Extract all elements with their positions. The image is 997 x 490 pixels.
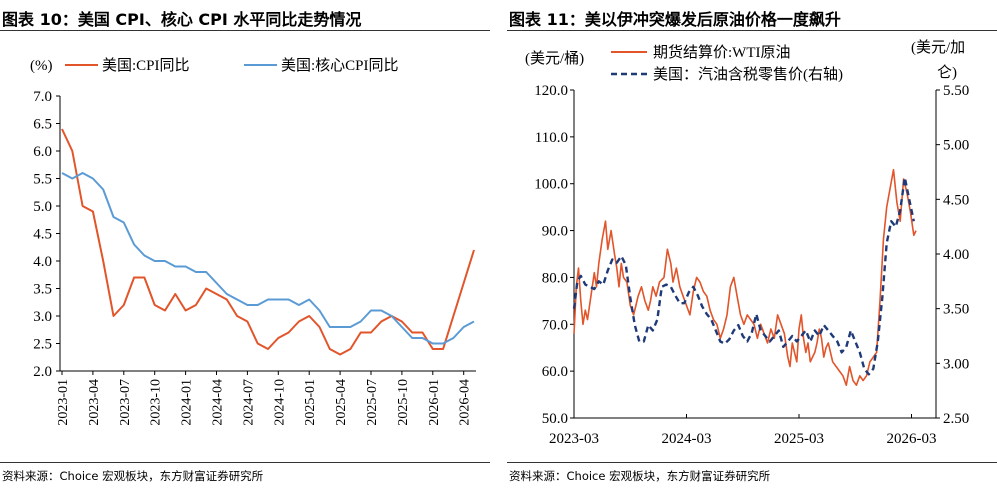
y-tick-label: 3.5	[33, 282, 52, 298]
x-tick-label: 2025-04	[334, 379, 349, 426]
y-tick-label: 5.0	[33, 199, 52, 215]
y2-tick-label: 2.50	[943, 411, 969, 427]
x-tick-label: 2024-01	[180, 379, 195, 426]
unit-label: (%)	[30, 58, 53, 74]
y-tick-label: 100.0	[534, 177, 568, 193]
series-line	[61, 128, 475, 356]
series-line	[572, 176, 915, 376]
y2-tick-label: 5.00	[943, 138, 969, 154]
x-tick-label: 2023-01	[56, 379, 71, 426]
x-tick-label: 2024-03	[662, 431, 712, 447]
y-tick-label: 4.5	[33, 227, 52, 243]
series-line	[61, 172, 475, 345]
title-rule	[0, 30, 490, 31]
oil-chart-panel: 图表 11：美以伊冲突爆发后原油价格一度飙升 (美元/桶) (美元/加仑) 期货结算…	[507, 0, 997, 490]
left-unit-label: (美元/桶)	[525, 50, 584, 67]
x-tick-label: 2025-03	[774, 431, 824, 447]
y-tick-label: 90.0	[542, 224, 568, 240]
legend-label: 美国:CPI同比	[102, 57, 190, 74]
right-unit-label: (美元/加	[911, 39, 965, 56]
x-tick-label: 2023-07	[118, 379, 133, 426]
y-tick-label: 3.0	[33, 309, 52, 325]
y-tick-label: 5.5	[33, 172, 52, 188]
x-tick-label: 2026-01	[427, 379, 442, 426]
y-tick-label: 2.5	[33, 337, 52, 353]
source-rule	[0, 462, 490, 463]
x-tick-label: 2023-10	[149, 379, 164, 426]
x-tick-label: 2025-07	[365, 379, 380, 426]
y2-tick-label: 3.00	[943, 356, 969, 372]
chart-title: 图表 10：美国 CPI、核心 CPI 水平同比走势情况	[2, 10, 362, 29]
x-tick-label: 2026-03	[887, 431, 937, 447]
cpi-chart: (%) 美国:CPI同比 美国:核心CPI同比 7.0 6.5 6.0 5.5 5.0 4.5 4…	[30, 57, 476, 426]
cpi-chart-panel: 图表 10：美国 CPI、核心 CPI 水平同比走势情况 (%) 美国:CPI同比…	[0, 0, 490, 490]
x-tick-label: 2023-03	[549, 431, 599, 447]
y-tick-label: 60.0	[542, 364, 568, 380]
legend-label: 美国：汽油含税零售价(右轴)	[653, 66, 843, 83]
right-unit-label: 仑)	[937, 64, 957, 81]
x-tick-label: 2024-07	[241, 379, 256, 426]
y2-tick-label: 5.50	[943, 83, 969, 99]
y-tick-label: 120.0	[534, 83, 568, 99]
y-tick-label: 6.5	[33, 117, 52, 133]
y-tick-label: 70.0	[542, 317, 568, 333]
x-tick-label: 2025-10	[396, 379, 411, 426]
x-tick-label: 2024-04	[211, 379, 226, 426]
y-tick-label: 80.0	[542, 270, 568, 286]
legend-label: 美国:核心CPI同比	[281, 57, 399, 74]
x-tick-label: 2023-04	[87, 379, 102, 426]
y-tick-label: 4.0	[33, 254, 52, 270]
y-tick-label: 110.0	[535, 130, 568, 146]
x-tick-label: 2024-10	[272, 379, 287, 426]
source-note: 资料来源：Choice 宏观板块，东方财富证券研究所	[509, 469, 771, 483]
y-tick-label: 50.0	[542, 411, 568, 427]
y2-tick-label: 4.50	[943, 192, 969, 208]
legend-label: 期货结算价:WTI原油	[653, 43, 790, 61]
x-tick-label: 2026-04	[458, 379, 473, 426]
y2-tick-label: 3.50	[943, 302, 969, 318]
chart-title: 图表 11：美以伊冲突爆发后原油价格一度飙升	[509, 10, 841, 29]
source-note: 资料来源：Choice 宏观板块，东方财富证券研究所	[2, 469, 264, 483]
series-line	[573, 168, 917, 386]
y-tick-label: 2.0	[33, 364, 52, 380]
y-tick-label: 7.0	[33, 89, 52, 105]
y2-tick-label: 4.00	[943, 247, 969, 263]
source-rule	[507, 462, 997, 463]
title-rule	[507, 30, 997, 31]
y-tick-label: 6.0	[33, 144, 52, 160]
x-tick-label: 2025-01	[303, 379, 318, 426]
